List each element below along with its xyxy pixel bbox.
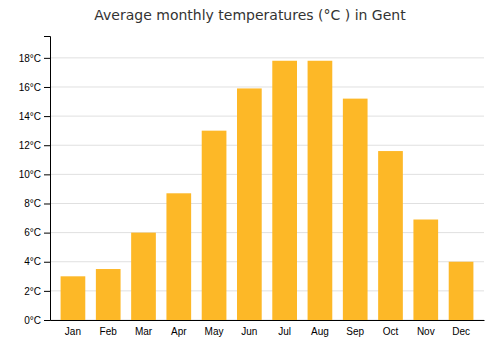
tick-label: Jul [278, 326, 291, 337]
tick: 4°C [24, 256, 50, 267]
chart: 0°C 2°C 4°C 6°C 8°C 10°C 12°C 14°C 16°C 18°C Jan Fe… [0, 0, 500, 350]
bar [61, 276, 86, 320]
bar [449, 262, 474, 320]
grid-line [50, 116, 484, 117]
grid-line [50, 174, 484, 175]
tick: Aug [311, 326, 329, 337]
plot-area [61, 61, 474, 320]
tick: 8°C [24, 198, 50, 209]
tick: 2°C [24, 286, 50, 297]
axis-line [44, 37, 51, 321]
grid [50, 58, 484, 320]
x-axis: Jan Feb Mar Apr May Jun Jul Aug Sep Oct Nov Dec [51, 321, 485, 338]
tick: 16°C [19, 82, 50, 93]
bar [343, 99, 368, 320]
bar [96, 269, 121, 320]
tick: Dec [452, 326, 470, 337]
chart-container: 0°C 2°C 4°C 6°C 8°C 10°C 12°C 14°C 16°C 18°C Jan Fe… [0, 0, 500, 350]
tick-mark [44, 320, 50, 321]
tick-label: Oct [383, 326, 399, 337]
grid-line [50, 86, 484, 87]
tick: Jun [241, 326, 257, 337]
tick-mark [44, 87, 50, 88]
tick-label: Jan [65, 326, 81, 337]
tick-mark [44, 203, 50, 204]
tick-label: 18°C [19, 53, 41, 64]
bar [413, 220, 438, 320]
tick-label: Dec [452, 326, 470, 337]
tick: 18°C [19, 53, 50, 64]
tick-label: 2°C [24, 286, 41, 297]
tick: Nov [417, 326, 435, 337]
tick-label: Mar [135, 326, 153, 337]
y-axis: 0°C 2°C 4°C 6°C 8°C 10°C 12°C 14°C 16°C 18°C [19, 37, 51, 326]
tick-mark [44, 291, 50, 292]
tick-mark [44, 58, 50, 59]
tick-label: 14°C [19, 111, 41, 122]
tick-mark [44, 116, 50, 117]
tick-label: Feb [100, 326, 118, 337]
tick-label: 8°C [24, 198, 41, 209]
grid-line [50, 203, 484, 204]
tick-label: Jun [241, 326, 257, 337]
title: Average monthly temperatures (°C ) in Ge… [94, 7, 406, 23]
bar [202, 131, 227, 320]
tick-label: Apr [171, 326, 187, 337]
tick: Oct [383, 326, 399, 337]
tick-label: Nov [417, 326, 435, 337]
tick: 14°C [19, 111, 50, 122]
tick-label: Sep [346, 326, 364, 337]
tick-label: 16°C [19, 82, 41, 93]
tick-mark [44, 262, 50, 263]
tick: Mar [135, 326, 153, 337]
axis-line [51, 320, 485, 321]
tick-mark [44, 145, 50, 146]
grid-line [50, 145, 484, 146]
tick: 12°C [19, 140, 50, 151]
tick-label: 4°C [24, 256, 41, 267]
tick-label: 6°C [24, 227, 41, 238]
bar [166, 193, 191, 320]
bar [272, 61, 297, 320]
tick: 0°C [24, 315, 50, 326]
tick: Jul [278, 326, 291, 337]
tick-mark [44, 174, 50, 175]
grid-line [50, 57, 484, 58]
tick: Sep [346, 326, 364, 337]
tick: Jan [65, 326, 81, 337]
tick: May [205, 326, 224, 337]
tick-label: 12°C [19, 140, 41, 151]
bar [378, 151, 403, 320]
tick: Feb [100, 326, 118, 337]
bar [237, 88, 262, 320]
tick-label: 10°C [19, 169, 41, 180]
tick-label: Aug [311, 326, 329, 337]
tick-label: May [205, 326, 224, 337]
tick: 6°C [24, 227, 50, 238]
tick: Apr [171, 326, 187, 337]
bar [131, 233, 156, 320]
bar [308, 61, 333, 320]
tick-label: 0°C [24, 315, 41, 326]
tick: 10°C [19, 169, 50, 180]
tick-mark [44, 233, 50, 234]
